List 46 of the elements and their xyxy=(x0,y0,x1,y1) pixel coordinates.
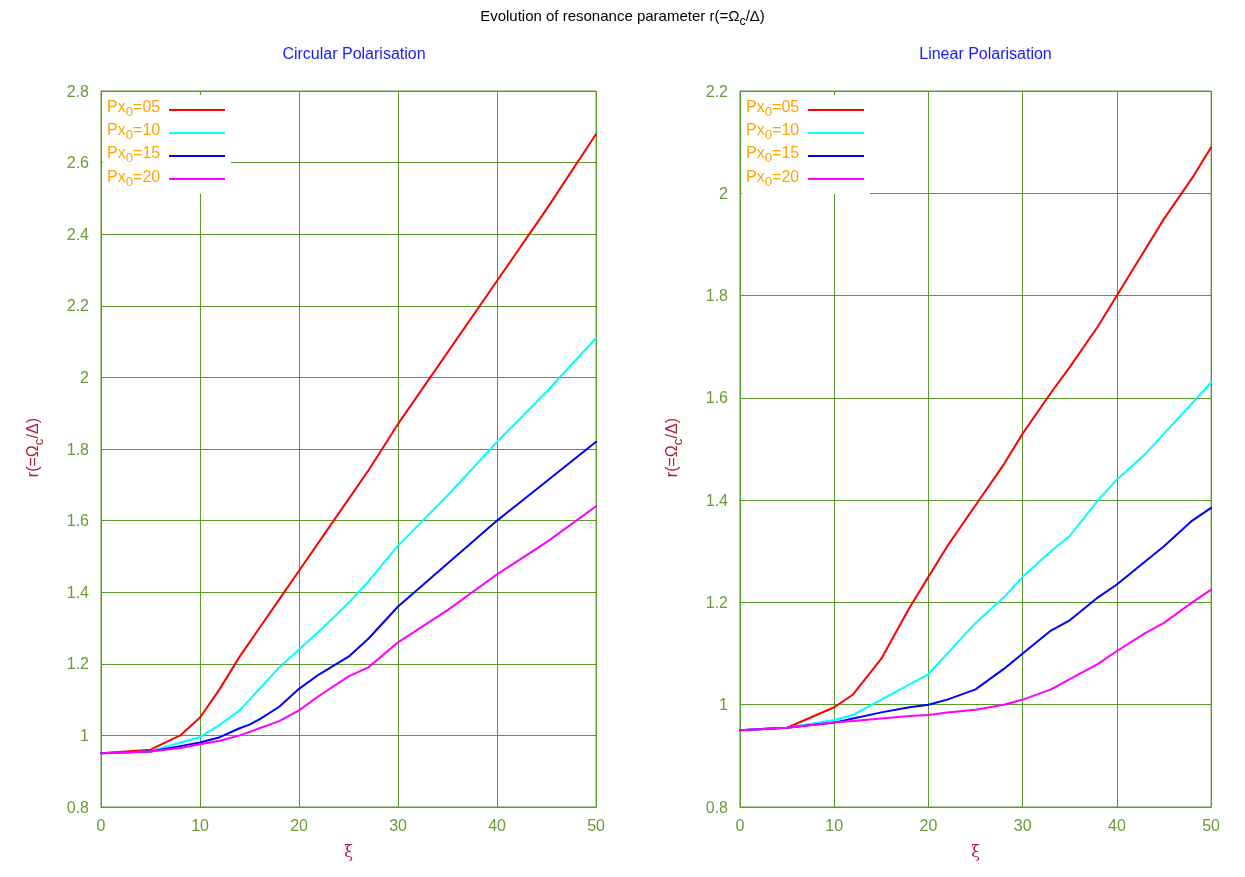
legend-label: Px$_{0}$=10 xyxy=(746,121,801,145)
x-tick-label: 20 xyxy=(290,816,309,834)
y-tick-label: 1 xyxy=(80,726,90,744)
legend-label: Px$_{0}$=05 xyxy=(107,98,162,122)
x-tick-label: 20 xyxy=(919,816,938,834)
y-tick-label: 1 xyxy=(719,696,729,714)
y-tick-label: 2.2 xyxy=(66,297,90,315)
chart-title: Linear Polarisation xyxy=(919,44,1052,62)
y-tick-label: 1.2 xyxy=(66,655,90,673)
y-tick-label: 1.4 xyxy=(705,491,729,509)
line-series xyxy=(739,588,1213,732)
text: Evolution of resonance parameter r(=Ω$_{c}$/Δ) xyxy=(479,7,766,29)
x-tick-label: 10 xyxy=(825,816,844,834)
y-tick-label: 2 xyxy=(719,184,729,202)
x-tick-label: 0 xyxy=(96,816,106,834)
y-tick-label: 2.4 xyxy=(66,225,90,243)
legend-label: Px$_{0}$=15 xyxy=(107,144,162,168)
y-tick-label: 2.2 xyxy=(705,82,729,100)
legend-label: Px$_{0}$=20 xyxy=(107,167,162,191)
x-tick-label: 30 xyxy=(389,816,408,834)
y-tick-label: 0.8 xyxy=(705,798,729,816)
legend-label: Px$_{0}$=15 xyxy=(746,144,801,168)
x-tick-label: 30 xyxy=(1013,816,1032,834)
y-tick-label: 1.2 xyxy=(705,593,729,611)
x-tick-label: 50 xyxy=(1202,816,1221,834)
y-tick-label: 1.8 xyxy=(66,440,90,458)
y-tick-label: 2.8 xyxy=(66,82,90,100)
x-tick-label: 0 xyxy=(735,816,745,834)
y-tick-label: 1.6 xyxy=(705,389,729,407)
y-tick-label: 2 xyxy=(80,368,90,386)
y-tick-label: 1.8 xyxy=(705,287,729,305)
x-tick-label: 50 xyxy=(587,816,606,834)
x-axis-title: ξ xyxy=(971,841,981,861)
y-tick-label: 2.6 xyxy=(66,154,90,172)
x-tick-label: 40 xyxy=(488,816,507,834)
legend-label: Px$_{0}$=20 xyxy=(746,167,801,191)
x-axis-title: ξ xyxy=(344,841,354,861)
y-tick-label: 0.8 xyxy=(66,798,90,816)
line-series xyxy=(100,505,598,755)
y-tick-label: 1.4 xyxy=(66,583,90,601)
x-tick-label: 40 xyxy=(1107,816,1126,834)
legend-label: Px$_{0}$=10 xyxy=(107,121,162,145)
x-tick-label: 10 xyxy=(191,816,210,834)
legend-label: Px$_{0}$=05 xyxy=(746,98,801,122)
y-tick-label: 1.6 xyxy=(66,512,90,530)
chart-title: Circular Polarisation xyxy=(282,44,426,62)
